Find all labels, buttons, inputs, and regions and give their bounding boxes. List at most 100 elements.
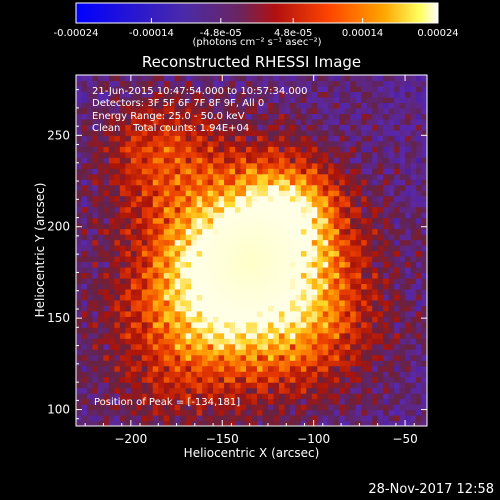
heatmap-cell	[218, 332, 225, 339]
heatmap-cell	[185, 245, 192, 252]
heatmap-cell	[207, 332, 214, 339]
heatmap-cell	[81, 124, 88, 131]
heatmap-cell	[295, 206, 302, 213]
heatmap-cell	[388, 327, 395, 334]
heatmap-cell	[394, 343, 401, 350]
heatmap-cell	[355, 266, 362, 274]
heatmap-cell	[416, 365, 423, 372]
heatmap-cell	[130, 151, 137, 158]
heatmap-cell	[81, 184, 88, 191]
heatmap-cell	[410, 107, 417, 114]
heatmap-cell	[174, 321, 181, 328]
heatmap-cell	[163, 250, 170, 257]
heatmap-cell	[108, 365, 115, 372]
heatmap-cell	[377, 266, 384, 274]
heatmap-cell	[399, 173, 406, 180]
heatmap-cell	[229, 332, 236, 339]
heatmap-cell	[262, 376, 269, 383]
heatmap-cell	[405, 201, 412, 208]
heatmap-cell	[355, 409, 362, 416]
heatmap-cell	[355, 398, 362, 405]
heatmap-cell	[207, 415, 214, 422]
heatmap-cell	[103, 146, 110, 153]
heatmap-cell	[306, 124, 313, 131]
heatmap-cell	[213, 173, 220, 180]
heatmap-cell	[372, 107, 379, 114]
heatmap-cell	[355, 107, 362, 114]
heatmap-cell	[92, 85, 99, 93]
heatmap-cell	[388, 173, 395, 180]
heatmap-cell	[119, 299, 126, 306]
heatmap-cell	[317, 129, 324, 136]
heatmap-cell	[333, 266, 340, 274]
heatmap-cell	[119, 310, 126, 317]
heatmap-cell	[416, 316, 423, 323]
heatmap-cell	[284, 310, 291, 317]
heatmap-cell	[152, 277, 159, 284]
heatmap-cell	[97, 299, 105, 306]
heatmap-cell	[125, 343, 132, 350]
heatmap-cell	[246, 184, 253, 191]
heatmap-cell	[410, 173, 417, 180]
heatmap-cell	[350, 146, 357, 153]
heatmap-cell	[355, 250, 362, 257]
heatmap-cell	[119, 124, 126, 131]
heatmap-cell	[136, 201, 143, 208]
heatmap-cell	[136, 102, 143, 109]
heatmap-cell	[405, 102, 412, 109]
heatmap-cell	[306, 415, 313, 422]
heatmap-cell	[383, 398, 390, 405]
heatmap-cell	[163, 223, 170, 230]
heatmap-cell	[103, 415, 110, 422]
heatmap-cell	[81, 75, 88, 82]
heatmap-cell	[103, 140, 110, 147]
heatmap-cell	[251, 343, 258, 350]
heatmap-cell	[174, 349, 181, 356]
heatmap-cell	[125, 102, 132, 109]
heatmap-cell	[328, 129, 335, 136]
heatmap-cell	[267, 129, 275, 136]
heatmap-cell	[394, 118, 401, 125]
heatmap-cell	[317, 277, 324, 284]
heatmap-cell	[152, 206, 159, 213]
heatmap-cell	[399, 420, 406, 426]
heatmap-cell	[207, 327, 214, 334]
heatmap-cell	[141, 415, 148, 422]
heatmap-cell	[366, 365, 373, 372]
heatmap-cell	[410, 80, 417, 87]
heatmap-cell	[306, 283, 313, 290]
heatmap-cell	[108, 415, 115, 422]
heatmap-cell	[328, 146, 335, 153]
heatmap-cell	[191, 393, 198, 400]
heatmap-cell	[350, 80, 357, 87]
heatmap-cell	[399, 212, 406, 219]
heatmap-cell	[361, 228, 368, 235]
heatmap-cell	[240, 343, 247, 350]
heatmap-cell	[366, 332, 373, 339]
heatmap-cell	[256, 118, 264, 125]
heatmap-cell	[174, 360, 181, 367]
heatmap-cell	[416, 387, 423, 394]
heatmap-cell	[108, 283, 115, 290]
heatmap-cell	[76, 129, 83, 136]
heatmap-cell	[169, 305, 176, 312]
heatmap-cell	[394, 316, 401, 323]
heatmap-cell	[350, 404, 357, 411]
heatmap-cell	[86, 75, 94, 82]
heatmap-cell	[224, 343, 231, 350]
heatmap-cell	[289, 371, 296, 378]
heatmap-cell	[119, 288, 126, 295]
heatmap-cell	[339, 321, 346, 328]
heatmap-cell	[289, 332, 296, 339]
heatmap-cell	[405, 162, 412, 169]
heatmap-cell	[284, 332, 291, 339]
heatmap-cell	[218, 393, 225, 400]
heatmap-cell	[289, 179, 296, 186]
heatmap-cell	[114, 393, 121, 400]
heatmap-cell	[141, 382, 148, 389]
heatmap-cell	[92, 376, 99, 383]
heatmap-cell	[125, 266, 132, 274]
heatmap-cell	[158, 162, 165, 169]
heatmap-cell	[130, 420, 137, 426]
heatmap-cell	[361, 398, 368, 405]
